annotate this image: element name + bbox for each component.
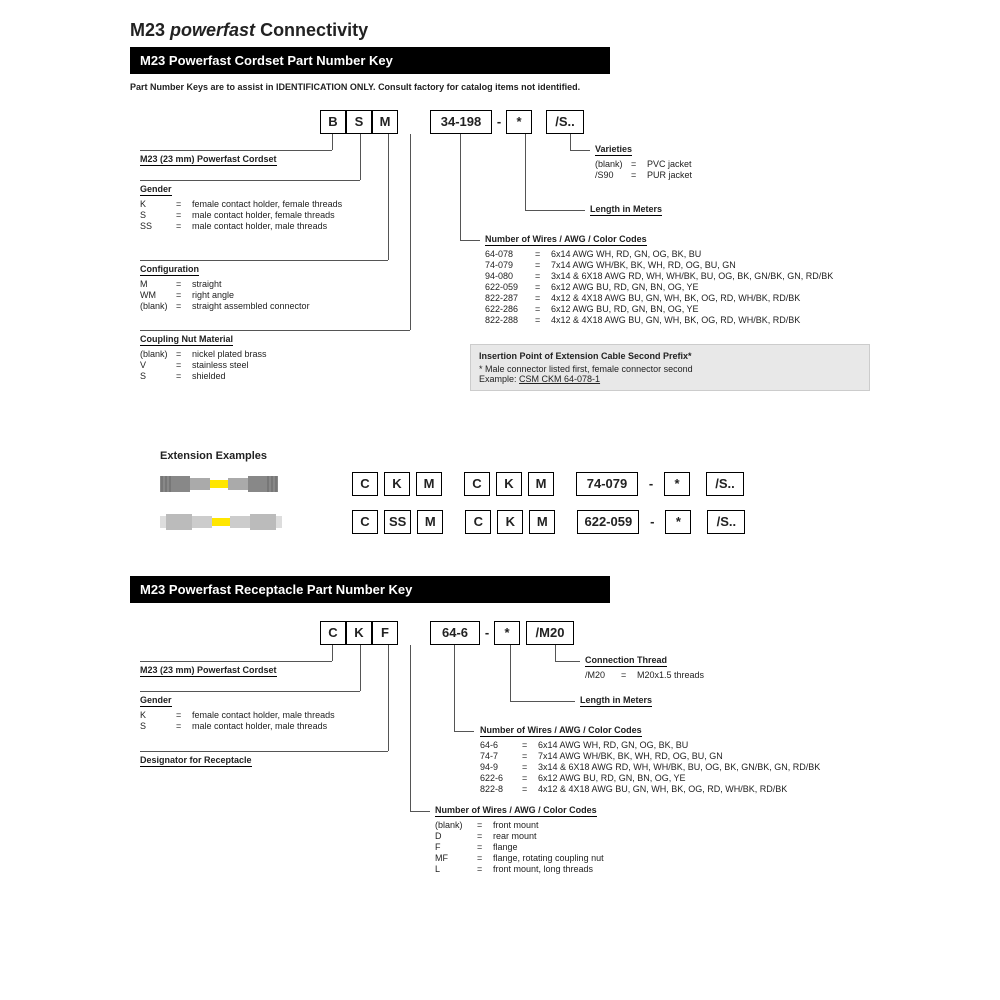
coupling-group: Coupling Nut Material (blank)=nickel pla… [140, 334, 267, 382]
identification-note: Part Number Keys are to assist in IDENTI… [130, 82, 960, 92]
title-suffix: Connectivity [255, 20, 368, 40]
box-slash: /S.. [546, 110, 584, 134]
connector-icon-1 [160, 470, 310, 498]
extension-row-2: C SS M C K M 622-059 - * /S.. [160, 508, 960, 536]
section2-header: M23 Powerfast Receptacle Part Number Key [130, 576, 610, 603]
extension-title: Extension Examples [160, 450, 960, 462]
box-34198: 34-198 [430, 110, 492, 134]
extension-row-1: C K M C K M 74-079 - * /S.. [160, 470, 960, 498]
s2-wires: Number of Wires / AWG / Color Codes 64-6… [480, 725, 880, 795]
gender-group: Gender K=female contact holder, female t… [140, 184, 342, 232]
sep-dash: - [492, 110, 506, 134]
s2-mount: Number of Wires / AWG / Color Codes (bla… [435, 805, 604, 875]
config-group: Configuration M=straight WM=right angle … [140, 264, 310, 312]
s2-length: Length in Meters [580, 695, 652, 710]
title-brand: powerfast [170, 20, 255, 40]
page-title: M23 powerfast Connectivity [130, 20, 960, 41]
s2-cordset-label: M23 (23 mm) Powerfast Cordset [140, 665, 277, 680]
box-b: B [320, 110, 346, 134]
title-prefix: M23 [130, 20, 170, 40]
sep-blank [532, 110, 546, 134]
varieties-group: Varieties (blank)=PVC jacket /S90=PUR ja… [595, 144, 692, 181]
s2-designator: Designator for Receptacle [140, 755, 252, 770]
length-label: Length in Meters [590, 204, 662, 219]
box-star: * [506, 110, 532, 134]
section1-diagram: B S M 34-198 - * /S.. M23 (23 mm) Powerf… [130, 110, 960, 440]
cordset-label: M23 (23 mm) Powerfast Cordset [140, 154, 277, 169]
wires-group: Number of Wires / AWG / Color Codes 64-0… [485, 234, 875, 326]
box-s: S [346, 110, 372, 134]
s2-connthread: Connection Thread /M20=M20x1.5 threads [585, 655, 704, 681]
connector-icon-2 [160, 508, 310, 536]
section1-header: M23 Powerfast Cordset Part Number Key [130, 47, 610, 74]
section2-diagram: C K F 64-6 - * /M20 M23 (23 mm) Powerfas… [130, 611, 960, 891]
insertion-note: Insertion Point of Extension Cable Secon… [470, 344, 870, 391]
box-m: M [372, 110, 398, 134]
s2-gender-group: Gender K=female contact holder, male thr… [140, 695, 335, 732]
